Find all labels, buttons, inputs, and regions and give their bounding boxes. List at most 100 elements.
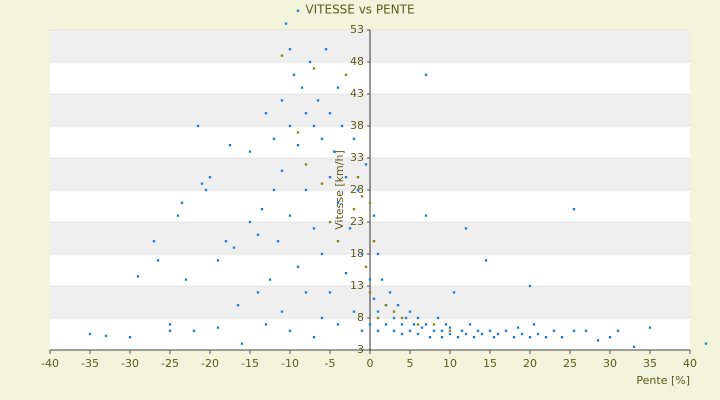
point (304, 163, 308, 166)
point (648, 326, 652, 329)
x-tick-label: -15 (241, 357, 259, 370)
point (296, 144, 300, 147)
point (280, 99, 284, 102)
point (344, 176, 348, 179)
x-tick-label: -30 (121, 357, 139, 370)
point (296, 9, 300, 12)
point (288, 48, 292, 51)
point (256, 291, 260, 294)
point (324, 48, 328, 51)
point (384, 323, 388, 326)
point (356, 188, 360, 192)
point (372, 240, 376, 243)
point (440, 336, 444, 339)
point (432, 329, 436, 332)
point (320, 182, 324, 185)
point (552, 329, 556, 332)
point (248, 150, 252, 153)
point (368, 278, 372, 281)
point (272, 137, 276, 140)
point (516, 326, 520, 329)
y-tick-label: 8 (357, 311, 364, 324)
y-tick-label: 23 (350, 215, 364, 228)
point (452, 291, 456, 294)
y-tick-label: 13 (350, 279, 364, 292)
point (464, 332, 468, 336)
y-tick-label: 48 (350, 55, 364, 68)
point (372, 297, 376, 300)
point (180, 201, 184, 204)
point (400, 332, 404, 336)
y-tick-label: 18 (350, 247, 364, 260)
point (528, 336, 532, 339)
point (392, 310, 396, 313)
point (528, 284, 532, 288)
x-tick-label: 35 (643, 357, 657, 370)
point (424, 323, 428, 326)
point (240, 342, 244, 345)
point (184, 278, 188, 281)
point (208, 176, 212, 179)
x-tick-label: 0 (367, 357, 374, 370)
x-tick-label: -25 (161, 357, 179, 370)
point (264, 323, 268, 326)
point (560, 336, 564, 339)
point (448, 329, 452, 332)
point (392, 316, 396, 320)
point (336, 86, 340, 89)
point (104, 334, 108, 338)
point (276, 240, 280, 243)
point (224, 240, 228, 243)
point (412, 323, 416, 326)
point (428, 336, 432, 339)
point (268, 278, 272, 281)
point (456, 336, 460, 339)
point (388, 291, 392, 294)
point (272, 188, 276, 192)
point (368, 201, 372, 204)
point (332, 150, 336, 153)
point (408, 310, 412, 313)
point (264, 112, 268, 115)
point (360, 252, 364, 256)
point (492, 336, 496, 339)
point (280, 54, 284, 57)
point (368, 323, 372, 326)
point (216, 259, 220, 262)
point (364, 265, 368, 268)
point (236, 304, 240, 307)
point (376, 329, 380, 332)
x-tick-label: -10 (281, 357, 299, 370)
point (228, 144, 232, 147)
point (484, 259, 488, 262)
x-tick-label: 30 (603, 357, 617, 370)
point (328, 176, 332, 179)
point (296, 265, 300, 268)
point (376, 310, 380, 313)
point (360, 195, 364, 198)
point (300, 86, 304, 89)
point (392, 329, 396, 332)
point (176, 214, 180, 217)
point (416, 332, 420, 336)
point (200, 182, 204, 185)
point (380, 278, 384, 281)
point (424, 214, 428, 217)
point (312, 67, 316, 70)
point (476, 329, 480, 332)
point (280, 169, 284, 172)
x-tick-label: 15 (483, 357, 497, 370)
point (440, 329, 444, 332)
x-axis-title: Pente [%] (636, 374, 690, 387)
y-tick-label: 38 (350, 119, 364, 132)
point (356, 176, 360, 179)
point (312, 124, 316, 128)
point (156, 259, 160, 262)
point (336, 240, 340, 243)
point (436, 316, 440, 320)
point (404, 316, 408, 320)
point (448, 326, 452, 329)
point (196, 124, 200, 128)
